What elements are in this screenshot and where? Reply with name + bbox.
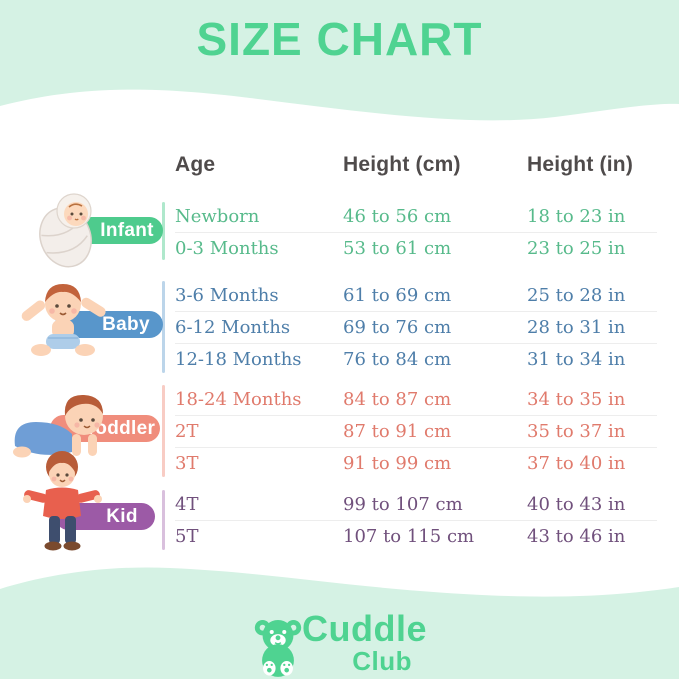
age-cell: 5T	[175, 526, 199, 547]
infant-group-accent-line	[162, 202, 165, 260]
toddler-group-accent-line	[162, 385, 165, 477]
height-cm-cell: 107 to 115 cm	[343, 526, 475, 547]
column-header-height-cm: Height (cm)	[343, 153, 461, 176]
height-cm-cell: 99 to 107 cm	[343, 493, 463, 515]
table-row: 5T 107 to 115 cm 43 to 46 in	[175, 520, 657, 552]
height-cm-cell: 76 to 84 cm	[343, 349, 452, 370]
table-row: 4T 99 to 107 cm 40 to 43 in	[175, 488, 657, 520]
column-header-height-in: Height (in)	[527, 153, 634, 176]
height-in-cell: 28 to 31 in	[527, 317, 626, 338]
column-header-age: Age	[175, 153, 216, 176]
height-in-cell: 40 to 43 in	[527, 493, 626, 515]
height-in-cell: 23 to 25 in	[527, 238, 626, 259]
infant-pill-text: Infant	[100, 219, 154, 241]
height-in-cell: 37 to 40 in	[527, 453, 626, 474]
swaddled-infant-icon	[39, 193, 92, 268]
table-row: Newborn 46 to 56 cm 18 to 23 in	[175, 200, 657, 232]
height-cm-cell: 69 to 76 cm	[343, 317, 452, 338]
age-cell: 4T	[175, 493, 199, 515]
table-row: 0-3 Months 53 to 61 cm 23 to 25 in	[175, 232, 657, 264]
height-in-cell: 31 to 34 in	[527, 349, 626, 370]
height-in-cell: 25 to 28 in	[527, 284, 626, 306]
age-cell: 3T	[175, 453, 199, 474]
table-row: 3-6 Months 61 to 69 cm 25 to 28 in	[175, 279, 657, 311]
height-cm-cell: 53 to 61 cm	[343, 238, 452, 259]
height-cm-cell: 91 to 99 cm	[343, 453, 452, 474]
table-header: Age Height (cm) Height (in)	[175, 148, 657, 182]
table-row: 2T 87 to 91 cm 35 to 37 in	[175, 415, 657, 447]
height-cm-cell: 84 to 87 cm	[343, 388, 452, 410]
baby-row-group: 3-6 Months 61 to 69 cm 25 to 28 in 6-12 …	[175, 279, 657, 375]
toddler-pill-text: Toddler	[84, 417, 156, 439]
kid-row-group: 4T 99 to 107 cm 40 to 43 in 5T 107 to 11…	[175, 488, 657, 552]
height-cm-cell: 87 to 91 cm	[343, 421, 452, 442]
brand-name: Cuddle	[302, 608, 427, 649]
kid-group-accent-line	[162, 490, 165, 550]
teddy-bear-icon	[254, 619, 302, 677]
table-row: 12-18 Months 76 to 84 cm 31 to 34 in	[175, 343, 657, 375]
age-cell: 6-12 Months	[175, 317, 291, 338]
infant-row-group: Newborn 46 to 56 cm 18 to 23 in 0-3 Mont…	[175, 200, 657, 264]
age-cell: Newborn	[175, 205, 260, 227]
age-cell: 12-18 Months	[175, 349, 302, 370]
toddler-row-group: 18-24 Months 84 to 87 cm 34 to 35 in 2T …	[175, 383, 657, 479]
page-title: SIZE CHART	[196, 13, 483, 65]
age-cell: 0-3 Months	[175, 238, 279, 259]
kid-pill-text: Kid	[106, 505, 138, 527]
height-cm-cell: 61 to 69 cm	[343, 284, 452, 306]
age-cell: 2T	[175, 421, 199, 442]
height-in-cell: 34 to 35 in	[527, 388, 626, 410]
table-row: 6-12 Months 69 to 76 cm 28 to 31 in	[175, 311, 657, 343]
table-row: 3T 91 to 99 cm 37 to 40 in	[175, 447, 657, 479]
table-row: 18-24 Months 84 to 87 cm 34 to 35 in	[175, 383, 657, 415]
age-cell: 3-6 Months	[175, 284, 279, 306]
height-in-cell: 43 to 46 in	[527, 526, 626, 547]
baby-group-accent-line	[162, 281, 165, 373]
brand-subname: Club	[352, 646, 412, 676]
toddler-crawling-icon	[13, 394, 103, 458]
baby-pill-text: Baby	[102, 313, 150, 335]
age-cell: 18-24 Months	[175, 388, 302, 410]
height-in-cell: 18 to 23 in	[527, 205, 626, 227]
height-in-cell: 35 to 37 in	[527, 421, 626, 442]
baby-arms-up-icon	[21, 284, 106, 356]
kid-standing-icon	[23, 451, 102, 551]
height-cm-cell: 46 to 56 cm	[343, 205, 452, 227]
